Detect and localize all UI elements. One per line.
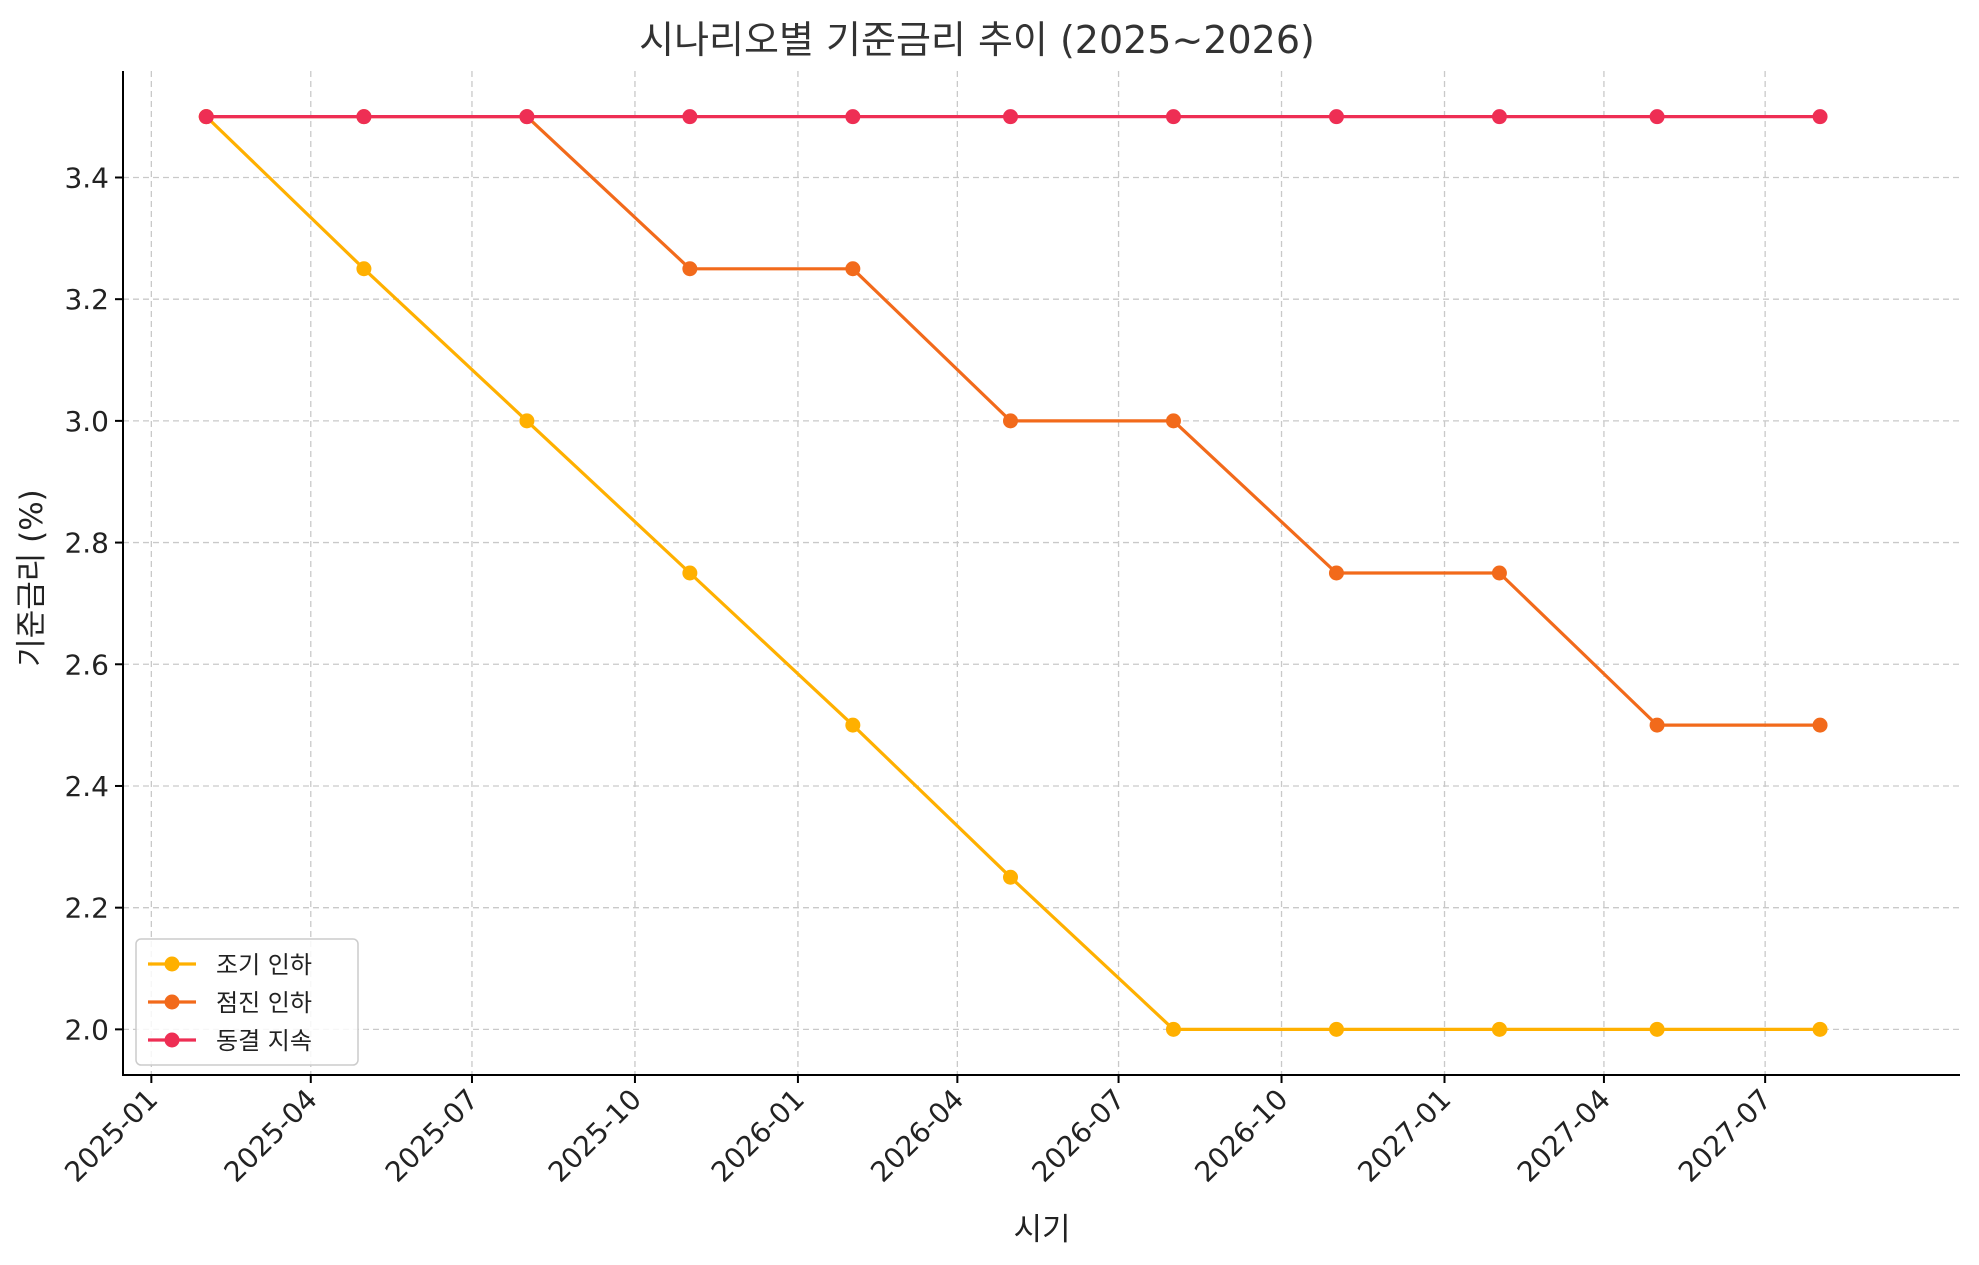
series-group (198, 109, 1828, 125)
data-point (1165, 1021, 1181, 1037)
data-point (1328, 565, 1344, 581)
x-tick-label: 2026-07 (1025, 1083, 1131, 1189)
y-tick-label: 2.8 (64, 527, 109, 560)
data-point (1649, 717, 1665, 733)
data-point (1812, 717, 1828, 733)
data-point (198, 109, 214, 125)
x-tick-label: 2025-04 (218, 1083, 324, 1189)
legend-swatch-marker (164, 956, 180, 972)
chart-title: 시나리오별 기준금리 추이 (2025~2026) (639, 18, 1315, 62)
data-point (1649, 1021, 1665, 1037)
y-tick-label: 2.2 (64, 892, 109, 925)
y-tick-label: 2.0 (64, 1013, 109, 1046)
x-tick-label: 2027-01 (1351, 1083, 1457, 1189)
data-point (682, 109, 698, 125)
x-tick-label: 2027-07 (1672, 1083, 1778, 1189)
x-tick-label: 2027-04 (1511, 1083, 1617, 1189)
x-tick-label: 2025-07 (379, 1083, 485, 1189)
data-point (1165, 413, 1181, 429)
data-point (1491, 1021, 1507, 1037)
data-point (845, 261, 861, 277)
x-tick-label: 2026-10 (1188, 1083, 1294, 1189)
legend-label: 점진 인하 (216, 989, 312, 1017)
data-point (845, 717, 861, 733)
data-point (1002, 109, 1018, 125)
data-point (682, 565, 698, 581)
series-line (205, 115, 1821, 1032)
x-tick-label: 2026-01 (705, 1083, 811, 1189)
data-point (1491, 109, 1507, 125)
y-tick-label: 2.6 (64, 648, 109, 681)
data-point (356, 261, 372, 277)
data-point (1002, 413, 1018, 429)
series-group (198, 109, 1828, 1037)
legend-label: 조기 인하 (216, 951, 312, 979)
y-tick-label: 2.4 (64, 770, 109, 803)
legend-label: 동결 지속 (216, 1027, 312, 1055)
data-point (356, 109, 372, 125)
grid (123, 71, 1960, 1075)
data-point (1812, 109, 1828, 125)
x-tick-label: 2026-04 (864, 1083, 970, 1189)
data-point (519, 109, 535, 125)
legend-swatch-marker (164, 994, 180, 1010)
data-point (845, 109, 861, 125)
data-point (1491, 565, 1507, 581)
data-point (519, 413, 535, 429)
x-tick-label: 2025-10 (542, 1083, 648, 1189)
data-point (1002, 869, 1018, 885)
data-point (1812, 1021, 1828, 1037)
y-axis-label: 기준금리 (%) (14, 489, 50, 667)
y-tick-label: 3.2 (64, 283, 109, 316)
data-point (1328, 109, 1344, 125)
x-axis-label: 시기 (1013, 1212, 1070, 1248)
data-point (1649, 109, 1665, 125)
data-point (1165, 109, 1181, 125)
y-tick-label: 3.4 (64, 161, 109, 194)
legend-frame (135, 938, 359, 1066)
data-point (1328, 1021, 1344, 1037)
series-layer (198, 109, 1828, 1037)
legend-swatch-marker (164, 1032, 180, 1048)
data-point (682, 261, 698, 277)
axis-spines (122, 71, 1960, 1076)
y-tick-label: 3.0 (64, 405, 109, 438)
x-tick-label: 2025-01 (58, 1083, 164, 1189)
